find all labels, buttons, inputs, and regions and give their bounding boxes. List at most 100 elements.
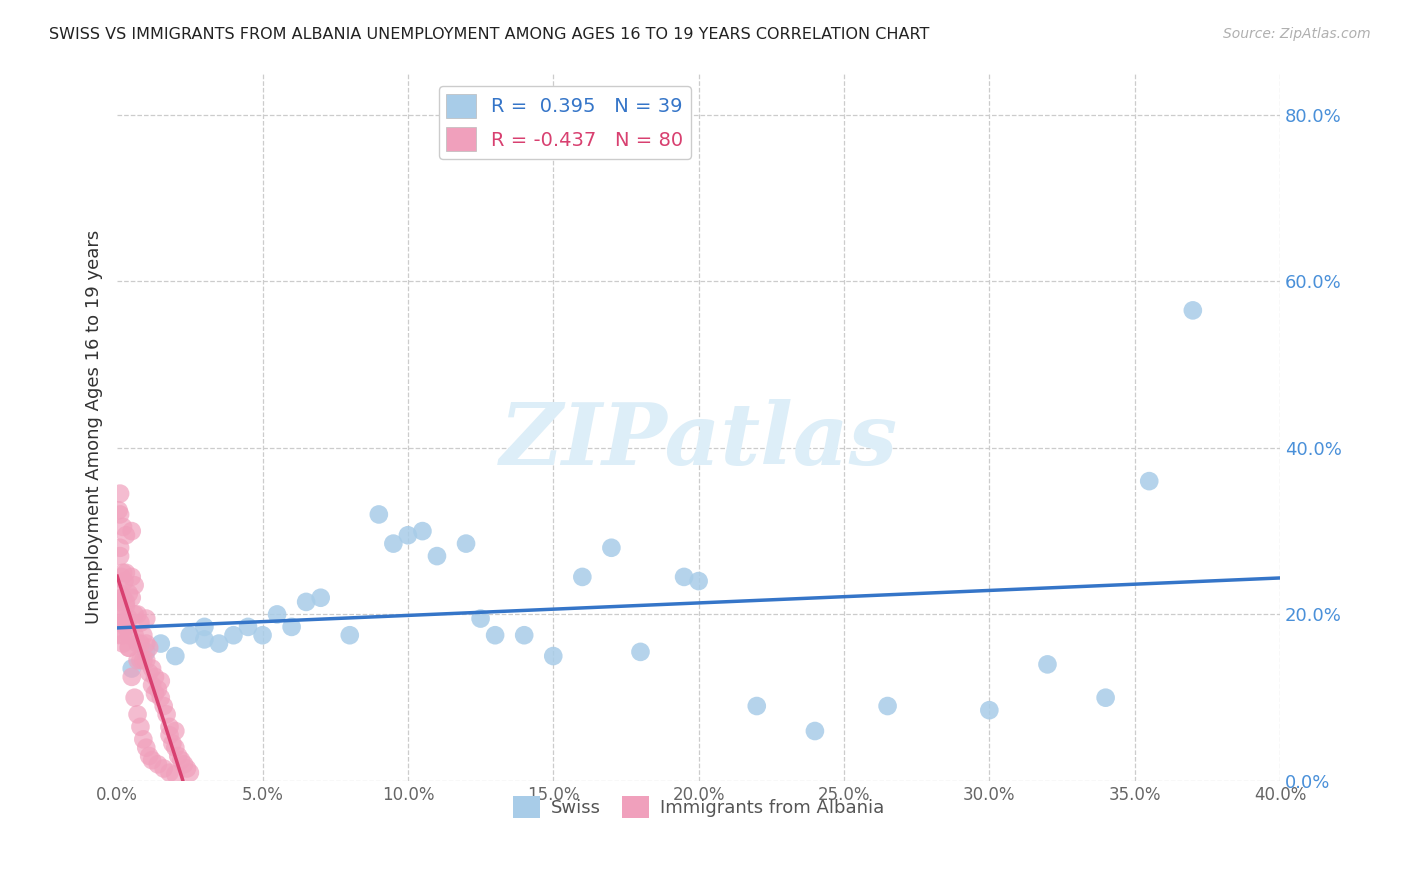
Point <box>118 640 141 655</box>
Point <box>979 703 1001 717</box>
Point <box>115 595 138 609</box>
Point <box>127 607 149 622</box>
Point <box>159 728 181 742</box>
Point <box>108 549 131 563</box>
Point <box>673 570 696 584</box>
Point <box>143 687 166 701</box>
Point <box>745 699 768 714</box>
Point <box>127 636 149 650</box>
Text: SWISS VS IMMIGRANTS FROM ALBANIA UNEMPLOYMENT AMONG AGES 16 TO 19 YEARS CORRELAT: SWISS VS IMMIGRANTS FROM ALBANIA UNEMPLO… <box>49 27 929 42</box>
Point <box>208 636 231 650</box>
Point <box>159 720 181 734</box>
Point <box>138 749 160 764</box>
Point <box>108 615 131 630</box>
Point <box>129 720 152 734</box>
Point <box>454 536 477 550</box>
Point <box>118 611 141 625</box>
Point <box>118 628 141 642</box>
Point <box>108 628 131 642</box>
Point <box>121 524 143 538</box>
Point <box>688 574 710 588</box>
Point <box>107 607 129 622</box>
Point <box>149 673 172 688</box>
Point <box>111 636 134 650</box>
Point <box>132 653 155 667</box>
Point <box>165 724 187 739</box>
Point <box>167 749 190 764</box>
Point <box>339 628 361 642</box>
Point <box>513 628 536 642</box>
Point <box>236 620 259 634</box>
Point <box>118 586 141 600</box>
Point <box>382 536 405 550</box>
Point <box>124 690 146 705</box>
Point <box>470 611 492 625</box>
Point <box>108 541 131 555</box>
Point <box>170 753 193 767</box>
Point <box>193 620 215 634</box>
Point <box>108 508 131 522</box>
Y-axis label: Unemployment Among Ages 16 to 19 years: Unemployment Among Ages 16 to 19 years <box>86 230 103 624</box>
Point <box>165 648 187 663</box>
Point <box>1137 474 1160 488</box>
Point <box>110 591 132 605</box>
Point <box>176 762 198 776</box>
Point <box>193 632 215 647</box>
Point <box>152 762 174 776</box>
Point <box>115 620 138 634</box>
Point <box>129 636 152 650</box>
Point <box>367 508 389 522</box>
Point <box>152 699 174 714</box>
Point <box>121 670 143 684</box>
Point <box>600 541 623 555</box>
Point <box>115 566 138 580</box>
Point <box>132 628 155 642</box>
Point <box>146 757 169 772</box>
Point <box>252 628 274 642</box>
Point <box>107 595 129 609</box>
Point <box>138 665 160 680</box>
Point <box>149 690 172 705</box>
Point <box>108 586 131 600</box>
Point <box>159 765 181 780</box>
Point <box>155 707 177 722</box>
Point <box>179 765 201 780</box>
Point <box>115 528 138 542</box>
Text: ZIPatlas: ZIPatlas <box>499 400 897 483</box>
Point <box>138 640 160 655</box>
Point <box>1094 690 1116 705</box>
Point <box>484 628 506 642</box>
Point <box>124 628 146 642</box>
Point <box>108 486 131 500</box>
Point <box>135 653 157 667</box>
Point <box>141 678 163 692</box>
Point <box>630 645 652 659</box>
Point <box>411 524 433 538</box>
Point <box>143 670 166 684</box>
Point <box>135 740 157 755</box>
Point <box>129 615 152 630</box>
Point <box>135 636 157 650</box>
Point <box>124 578 146 592</box>
Point <box>132 732 155 747</box>
Point <box>543 648 565 663</box>
Point <box>111 628 134 642</box>
Point <box>129 653 152 667</box>
Point <box>571 570 593 584</box>
Point <box>309 591 332 605</box>
Point <box>107 503 129 517</box>
Point <box>179 628 201 642</box>
Point <box>124 607 146 622</box>
Point <box>804 724 827 739</box>
Point <box>146 682 169 697</box>
Point <box>135 645 157 659</box>
Point <box>222 628 245 642</box>
Point <box>396 528 419 542</box>
Point <box>121 591 143 605</box>
Legend: Swiss, Immigrants from Albania: Swiss, Immigrants from Albania <box>506 789 891 825</box>
Point <box>118 640 141 655</box>
Point <box>110 570 132 584</box>
Point <box>127 653 149 667</box>
Point <box>115 599 138 613</box>
Point <box>115 615 138 630</box>
